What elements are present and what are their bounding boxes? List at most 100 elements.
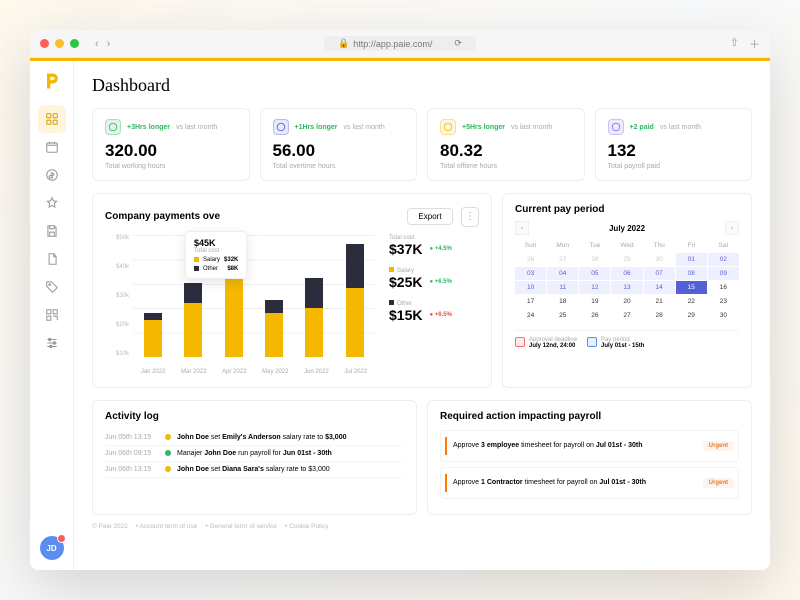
- back-icon[interactable]: ‹: [95, 38, 99, 50]
- cal-day[interactable]: 09: [708, 267, 739, 280]
- stat-trend: +1Hrs longer: [295, 124, 338, 131]
- activity-dot-icon: [165, 450, 171, 456]
- page-title: Dashboard: [92, 75, 752, 96]
- footer-link[interactable]: • Cookie Policy: [285, 523, 328, 530]
- avatar[interactable]: JD: [40, 536, 64, 560]
- bar[interactable]: [144, 313, 162, 357]
- url-bar[interactable]: 🔒 http://app.paie.com/ ⟳: [324, 36, 476, 51]
- cal-prev-button[interactable]: ‹: [515, 221, 529, 235]
- cal-day[interactable]: 30: [708, 309, 739, 322]
- cal-day[interactable]: 20: [611, 295, 642, 308]
- cal-day[interactable]: 02: [708, 253, 739, 266]
- newtab-icon[interactable]: ＋: [749, 36, 760, 52]
- nav-tag-icon[interactable]: [38, 273, 66, 301]
- min-dot[interactable]: [55, 39, 64, 48]
- activity-row[interactable]: Jun 05th 13:15 John Doe set Emily's Ande…: [105, 430, 404, 446]
- cal-day[interactable]: 16: [708, 281, 739, 294]
- required-row[interactable]: Approve 1 Contractor timesheet for payro…: [440, 467, 739, 499]
- cal-day[interactable]: 29: [611, 253, 642, 266]
- cal-day[interactable]: 15: [676, 281, 707, 294]
- chart-menu-button[interactable]: ⋮: [461, 207, 479, 227]
- chart-area: $45K Total cost Salary$32KOther$8K $50k$…: [105, 235, 375, 375]
- footer-link: © Paie 2022: [92, 523, 128, 530]
- close-dot[interactable]: [40, 39, 49, 48]
- cal-day[interactable]: 27: [547, 253, 578, 266]
- nav-sliders-icon[interactable]: [38, 329, 66, 357]
- cal-dow: Fri: [676, 239, 707, 252]
- cal-day[interactable]: 06: [611, 267, 642, 280]
- footer-link[interactable]: • General term of service: [205, 523, 277, 530]
- footer-link[interactable]: • Account term of use: [136, 523, 198, 530]
- cal-day[interactable]: 23: [708, 295, 739, 308]
- cal-day[interactable]: 24: [515, 309, 546, 322]
- stat-trend-label: vs last month: [511, 124, 552, 131]
- stat-icon: [440, 119, 456, 135]
- activity-time: Jun 06th 13:15: [105, 466, 159, 473]
- bar[interactable]: [305, 278, 323, 356]
- chart-tooltip: $45K Total cost Salary$32KOther$8K: [185, 231, 247, 279]
- urgent-bar-icon: [445, 437, 447, 455]
- cal-day[interactable]: 22: [676, 295, 707, 308]
- ylabel: $40k: [105, 264, 129, 270]
- ylabel: $10k: [105, 351, 129, 357]
- legend-item: Salary $25K ● +6.5%: [389, 267, 479, 290]
- required-row[interactable]: Approve 3 employee timesheet for payroll…: [440, 430, 739, 462]
- cal-day[interactable]: 26: [515, 253, 546, 266]
- cal-day[interactable]: 07: [644, 267, 675, 280]
- bar[interactable]: [265, 300, 283, 356]
- chart-card: Company payments ove Export ⋮ $45K Total…: [92, 193, 492, 388]
- nav-money-icon[interactable]: [38, 161, 66, 189]
- stat-label: Total payroll paid: [608, 163, 740, 170]
- nav-qr-icon[interactable]: [38, 301, 66, 329]
- export-button[interactable]: Export: [407, 208, 452, 225]
- stat-trend: +3Hrs longer: [127, 124, 170, 131]
- cal-day[interactable]: 28: [579, 253, 610, 266]
- bar[interactable]: [346, 244, 364, 356]
- refresh-icon[interactable]: ⟳: [454, 38, 462, 49]
- xlabel: Apr 2022: [222, 369, 246, 375]
- required-text: Approve 1 Contractor timesheet for payro…: [453, 479, 646, 486]
- nav-calendar-icon[interactable]: [38, 133, 66, 161]
- cal-dow: Wed: [611, 239, 642, 252]
- cal-day[interactable]: 17: [515, 295, 546, 308]
- cal-day[interactable]: 08: [676, 267, 707, 280]
- cal-day[interactable]: 26: [579, 309, 610, 322]
- titlebar: ‹ › 🔒 http://app.paie.com/ ⟳ ⇧ ＋: [30, 30, 770, 58]
- activity-row[interactable]: Jun 06th 09:15 Manajer John Doe run payr…: [105, 446, 404, 462]
- activity-title: Activity log: [105, 411, 404, 422]
- cal-day[interactable]: 18: [547, 295, 578, 308]
- activity-dot-icon: [165, 434, 171, 440]
- cal-day[interactable]: 27: [611, 309, 642, 322]
- cal-day[interactable]: 25: [547, 309, 578, 322]
- cal-day[interactable]: 12: [579, 281, 610, 294]
- cal-next-button[interactable]: ›: [725, 221, 739, 235]
- nav-save-icon[interactable]: [38, 217, 66, 245]
- cal-day[interactable]: 21: [644, 295, 675, 308]
- cal-dow: Tue: [579, 239, 610, 252]
- share-icon[interactable]: ⇧: [730, 36, 739, 52]
- cal-day[interactable]: 03: [515, 267, 546, 280]
- cal-day[interactable]: 19: [579, 295, 610, 308]
- nav-docs-icon[interactable]: [38, 245, 66, 273]
- cal-day[interactable]: 01: [676, 253, 707, 266]
- fwd-icon[interactable]: ›: [107, 38, 111, 50]
- cal-day[interactable]: 04: [547, 267, 578, 280]
- cal-day[interactable]: 05: [579, 267, 610, 280]
- stat-value: 132: [608, 141, 740, 161]
- cal-footer-item: Approval deadlineJuly 12nd, 24:00: [515, 337, 577, 349]
- cal-day[interactable]: 14: [644, 281, 675, 294]
- stat-value: 320.00: [105, 141, 237, 161]
- cal-day[interactable]: 30: [644, 253, 675, 266]
- required-title: Required action impacting payroll: [440, 411, 739, 422]
- cal-day[interactable]: 29: [676, 309, 707, 322]
- bar[interactable]: [184, 283, 202, 356]
- cal-day[interactable]: 10: [515, 281, 546, 294]
- activity-row[interactable]: Jun 06th 13:15 John Doe set Diana Sara's…: [105, 462, 404, 478]
- max-dot[interactable]: [70, 39, 79, 48]
- nav-dashboard-icon[interactable]: [38, 105, 66, 133]
- cal-day[interactable]: 28: [644, 309, 675, 322]
- activity-text: John Doe set Emily's Anderson salary rat…: [177, 434, 347, 441]
- nav-star-icon[interactable]: [38, 189, 66, 217]
- cal-day[interactable]: 11: [547, 281, 578, 294]
- cal-day[interactable]: 13: [611, 281, 642, 294]
